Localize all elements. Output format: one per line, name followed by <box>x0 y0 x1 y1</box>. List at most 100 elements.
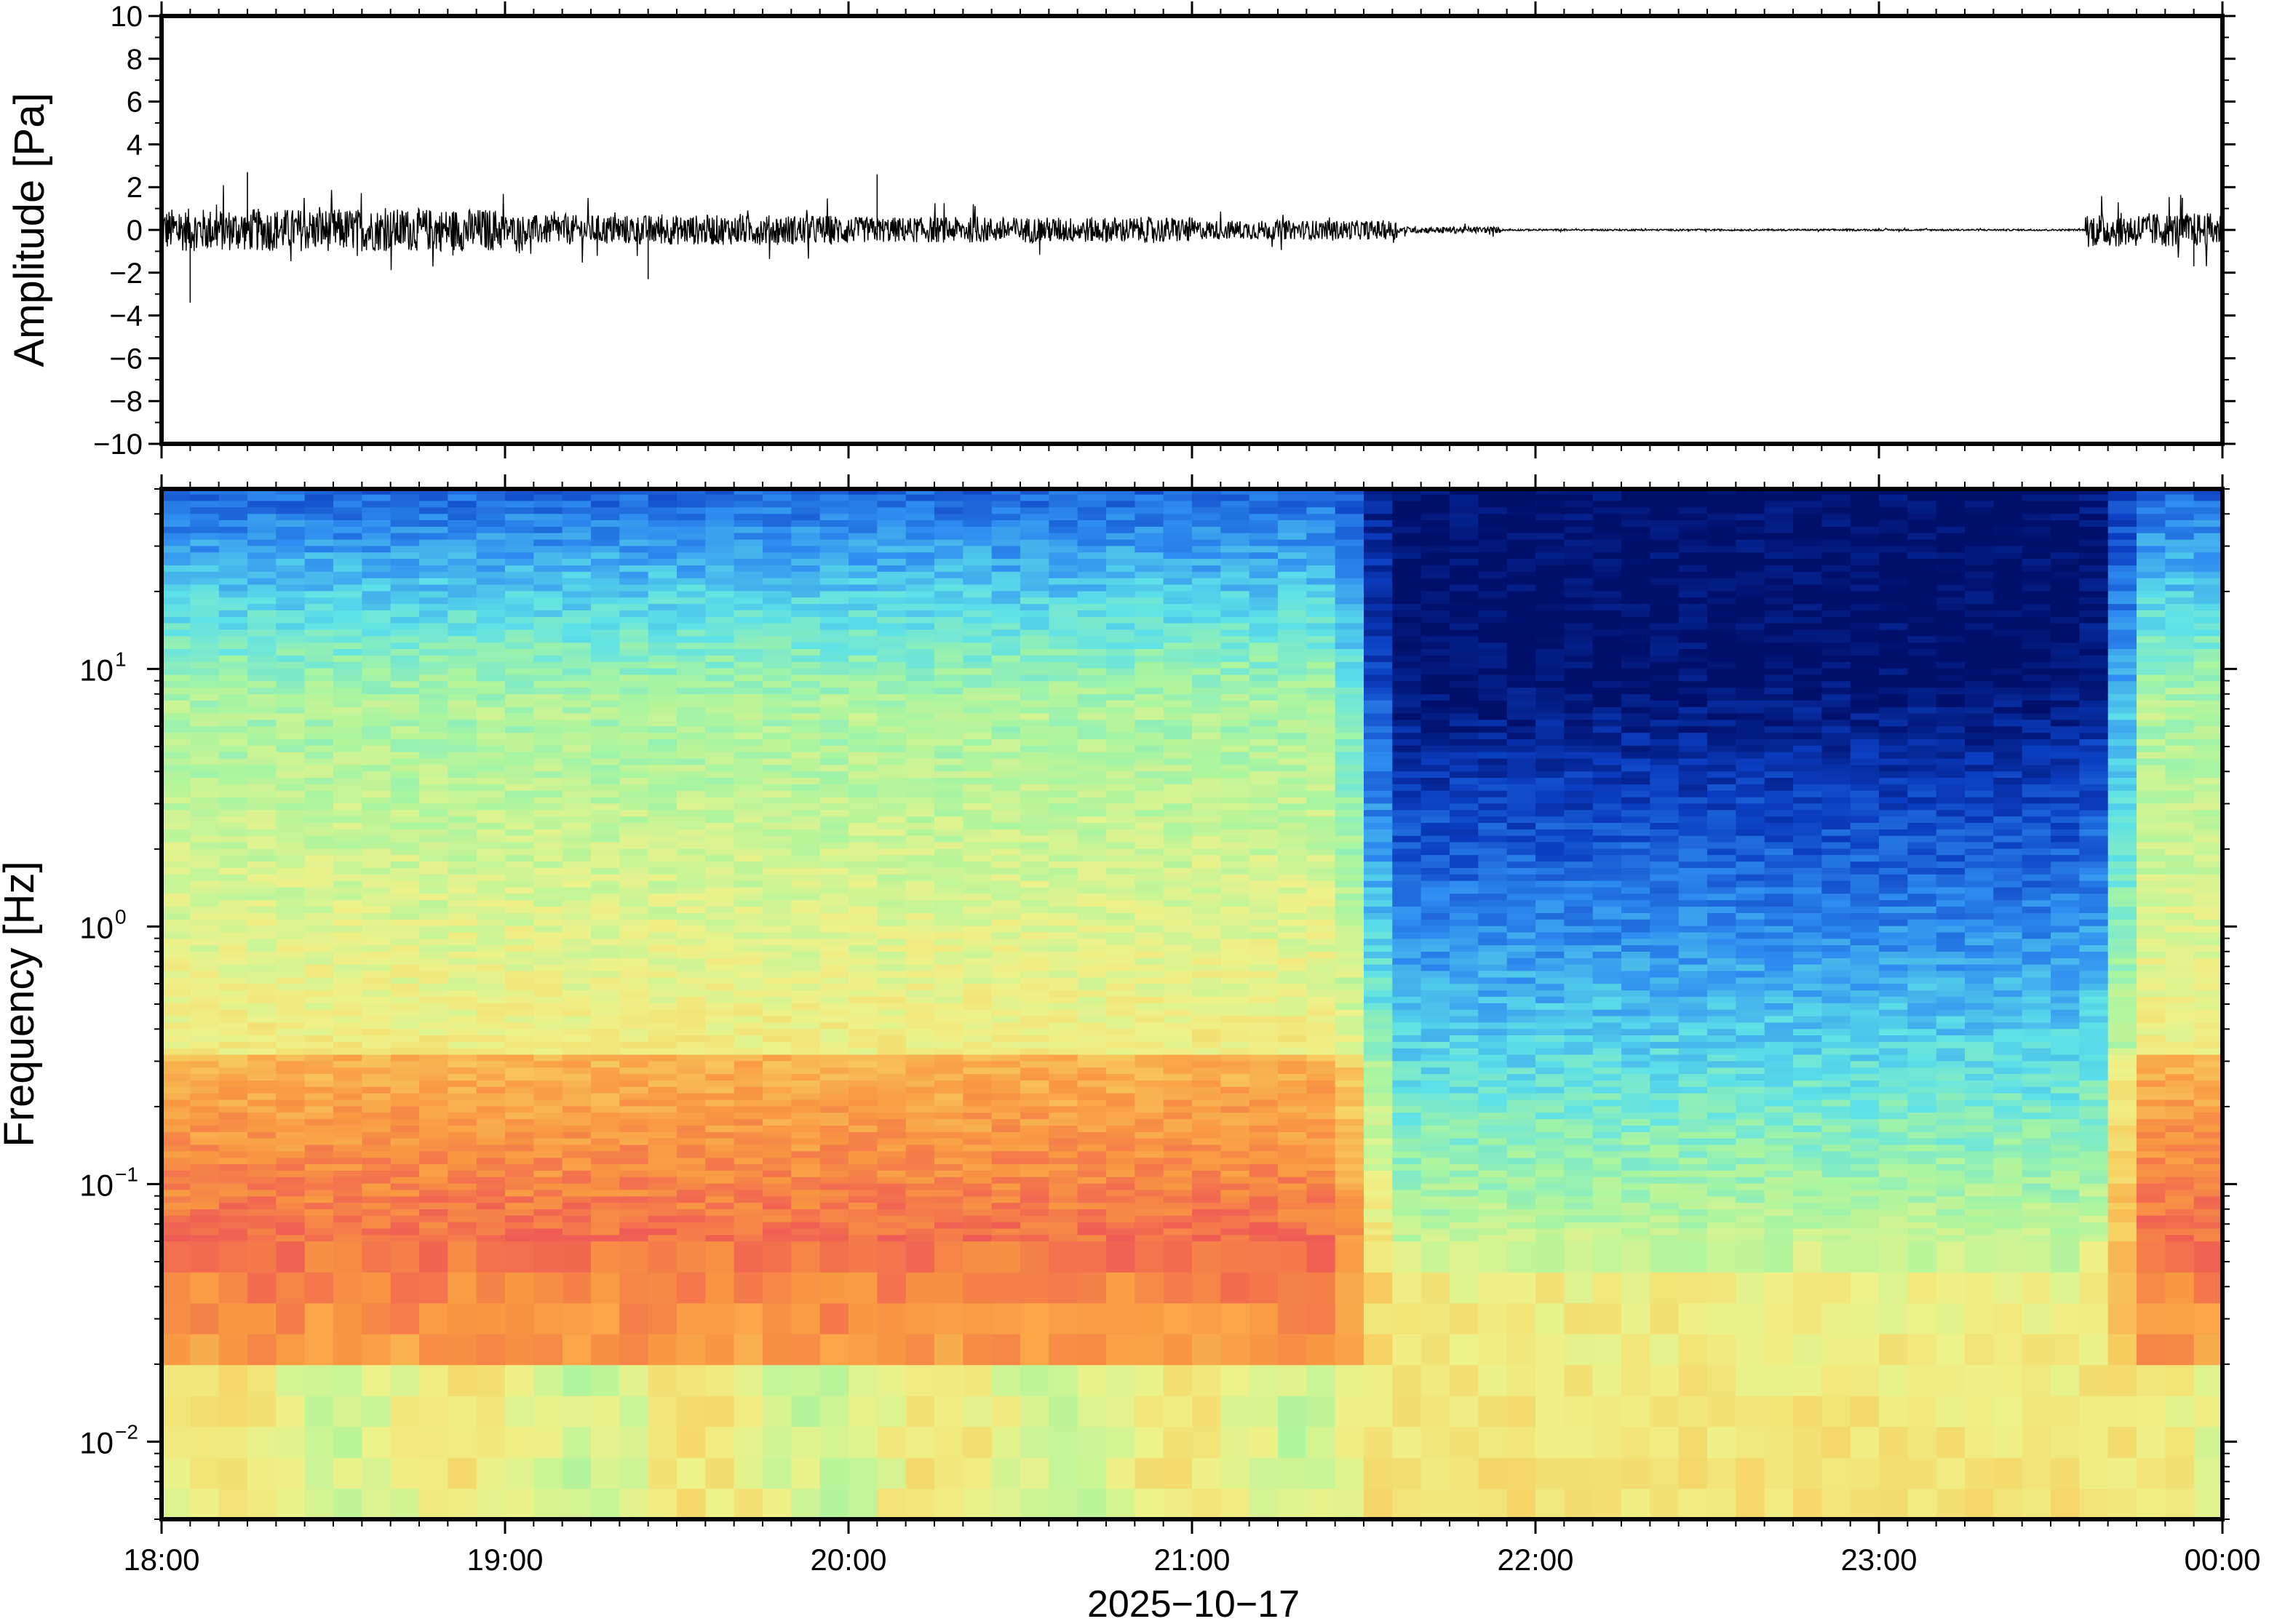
spectrogram-cell <box>390 752 420 759</box>
spectrogram-cell <box>648 629 677 637</box>
spectrogram-cell <box>591 757 620 765</box>
spectrogram-cell <box>934 816 963 823</box>
spectrogram-cell <box>390 680 420 688</box>
spectrogram-cell <box>963 489 993 495</box>
spectrogram-cell <box>505 1334 534 1366</box>
spectrogram-cell <box>734 1426 763 1458</box>
spectrogram-cell <box>476 635 506 643</box>
spectrogram-cell <box>247 616 277 624</box>
spectrogram-cell <box>162 1272 191 1304</box>
spectrogram-cell <box>1077 983 1107 991</box>
spectrogram-cell <box>905 1488 935 1519</box>
spectrogram-cell <box>1163 1426 1193 1458</box>
spectrogram-cell <box>1220 610 1250 617</box>
spectrogram-cell <box>448 706 477 714</box>
spectrogram-cell <box>963 520 993 527</box>
spectrogram-cell <box>648 1138 677 1145</box>
spectrogram-cell <box>562 1080 592 1087</box>
spectrogram-cell <box>390 1177 420 1184</box>
spectrogram-cell <box>190 1364 220 1396</box>
waveform-x-ticks <box>160 1 2224 458</box>
spectrogram-cell <box>362 616 392 624</box>
spectrogram-cell <box>218 797 248 804</box>
spectrogram-cell <box>934 874 963 881</box>
spectrogram-cell <box>963 1035 993 1042</box>
spectrogram-cell <box>591 1060 620 1068</box>
spectrogram-cell <box>1106 533 1135 540</box>
spectrogram-cell <box>1077 951 1107 958</box>
spectrogram-cell <box>963 886 993 894</box>
spectrogram-cell <box>934 603 963 610</box>
spectrogram-cell <box>505 874 534 881</box>
spectrogram-cell <box>934 558 963 566</box>
spectrogram-cell <box>819 1009 849 1016</box>
spectrogram-cell <box>705 590 735 598</box>
spectrogram-cell <box>390 1241 420 1273</box>
spectrogram-cell <box>390 983 420 991</box>
spectrogram-cell <box>734 1118 763 1126</box>
spectrogram-cell <box>619 971 649 978</box>
spectrogram-cell <box>247 1009 277 1016</box>
spectrogram-cell <box>619 623 649 630</box>
spectrogram-cell <box>591 803 620 811</box>
spectrogram-cell <box>304 797 334 804</box>
spectrogram-cell <box>218 803 248 811</box>
spectrogram-cell <box>705 1302 735 1334</box>
spectrogram-cell <box>1192 1118 1221 1126</box>
spectrogram-cell <box>705 1125 735 1132</box>
spectrogram-cell <box>218 1222 248 1229</box>
spectrogram-cell <box>763 1457 792 1489</box>
spectrogram-cell <box>905 1041 935 1048</box>
spectrogram-cell <box>819 661 849 669</box>
spectrogram-cell <box>819 958 849 965</box>
spectrogram-cell <box>390 926 420 933</box>
spectrogram-cell <box>734 1041 763 1048</box>
spectrogram-cell <box>390 958 420 965</box>
spectrogram-cell <box>562 1228 592 1235</box>
spectrogram-cell <box>619 906 649 913</box>
spectrogram-cell <box>677 1035 706 1042</box>
spectrogram-cell <box>1134 526 1164 533</box>
spectrogram-cell <box>677 1105 706 1113</box>
spectrogram-cell <box>849 912 878 920</box>
spectrogram-cell <box>276 725 306 733</box>
spectrogram-cell <box>963 539 993 546</box>
spectrogram-cell <box>333 629 362 637</box>
spectrogram-cell <box>1163 520 1193 527</box>
spectrogram-cell <box>934 1144 963 1152</box>
spectrogram-cell <box>1192 732 1221 739</box>
spectrogram-cell <box>390 1060 420 1068</box>
spectrogram-cell <box>648 861 677 868</box>
spectrogram-cell <box>791 1426 821 1458</box>
spectrogram-cell <box>562 777 592 784</box>
spectrogram-cell <box>1020 700 1049 707</box>
spectrogram-cell <box>849 1015 878 1023</box>
spectrogram-cell <box>362 1396 392 1428</box>
spectrogram-cell <box>190 976 220 984</box>
spectrogram-cell <box>218 944 248 952</box>
spectrogram-cell <box>419 835 448 843</box>
spectrogram-cell <box>963 1222 993 1229</box>
spectrogram-cell <box>362 842 392 849</box>
spectrogram-cell <box>362 880 392 888</box>
spectrogram-cell <box>1077 1112 1107 1120</box>
spectrogram-cell <box>476 1202 506 1209</box>
spectrogram-cell <box>734 719 763 727</box>
spectrogram-cell <box>218 951 248 958</box>
spectrogram-cell <box>905 520 935 527</box>
spectrogram-cell <box>934 500 963 508</box>
spectrogram-cell <box>1163 893 1193 901</box>
spectrogram-cell <box>1077 494 1107 501</box>
spectrogram-cell <box>448 623 477 630</box>
spectrogram-cell <box>1134 990 1164 997</box>
spectrogram-cell <box>362 1067 392 1075</box>
spectrogram-cell <box>1020 1457 1049 1489</box>
spectrogram-cell <box>362 1426 392 1458</box>
spectrogram-cell <box>448 893 477 901</box>
spectrogram-cell <box>247 861 277 868</box>
spectrogram-cell <box>247 835 277 843</box>
spectrogram-cell <box>1077 1222 1107 1229</box>
spectrogram-cell <box>619 797 649 804</box>
spectrogram-cell <box>591 809 620 817</box>
spectrogram-cell <box>562 558 592 566</box>
